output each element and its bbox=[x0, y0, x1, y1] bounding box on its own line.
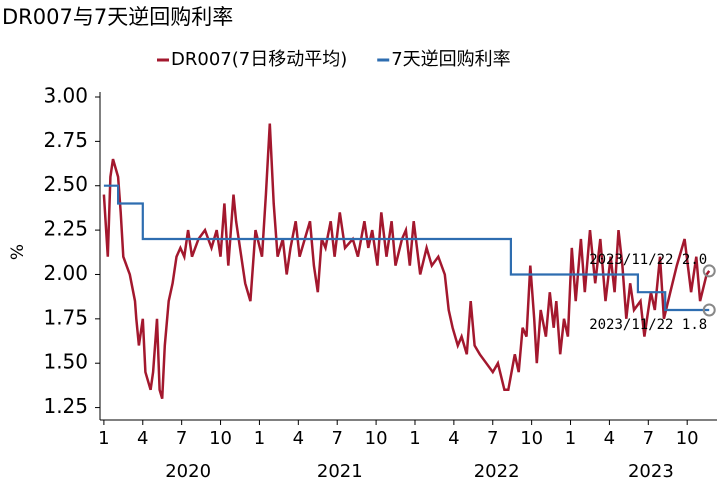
year-label: 2021 bbox=[317, 461, 363, 482]
x-tick-label: 1 bbox=[409, 428, 420, 449]
legend-label: DR007(7日移动平均) bbox=[171, 49, 347, 70]
x-tick-label: 10 bbox=[676, 428, 699, 449]
y-axis-label: % bbox=[8, 244, 28, 260]
x-tick-label: 7 bbox=[643, 428, 654, 449]
x-tick-label: 4 bbox=[293, 428, 304, 449]
x-tick-label: 4 bbox=[448, 428, 459, 449]
legend-label: 7天逆回购利率 bbox=[391, 49, 510, 70]
series-line bbox=[103, 184, 710, 312]
y-tick-label: 1.75 bbox=[43, 305, 88, 329]
series-line bbox=[102, 123, 711, 400]
x-tick-label: 7 bbox=[176, 428, 187, 449]
x-tick-label: 4 bbox=[137, 428, 148, 449]
y-tick-label: 1.50 bbox=[43, 350, 88, 374]
y-tick-label: 1.25 bbox=[43, 394, 88, 418]
x-tick-label: 7 bbox=[331, 428, 342, 449]
annotation-marker bbox=[702, 303, 716, 317]
year-label: 2022 bbox=[474, 461, 520, 482]
x-tick-label: 10 bbox=[209, 428, 232, 449]
y-tick-label: 2.25 bbox=[43, 217, 88, 241]
x-tick-label: 1 bbox=[565, 428, 576, 449]
chart-title: DR007与7天逆回购利率 bbox=[2, 5, 233, 29]
y-tick-label: 2.50 bbox=[43, 172, 88, 196]
year-label: 2023 bbox=[628, 461, 674, 482]
x-tick-label: 1 bbox=[98, 428, 109, 449]
y-tick-label: 2.00 bbox=[43, 261, 88, 285]
x-tick-label: 10 bbox=[520, 428, 543, 449]
year-label: 2020 bbox=[165, 461, 211, 482]
annotation-text: 2023/11/22 1.8 bbox=[589, 317, 707, 333]
x-tick-label: 10 bbox=[365, 428, 388, 449]
y-tick-label: 2.75 bbox=[43, 128, 88, 152]
annotation-text: 2023/11/22 2.0 bbox=[589, 252, 707, 268]
x-tick-label: 1 bbox=[254, 428, 265, 449]
x-tick-label: 7 bbox=[487, 428, 498, 449]
y-tick-label: 3.00 bbox=[43, 84, 88, 108]
x-tick-label: 4 bbox=[604, 428, 615, 449]
annotation-marker bbox=[702, 264, 716, 278]
